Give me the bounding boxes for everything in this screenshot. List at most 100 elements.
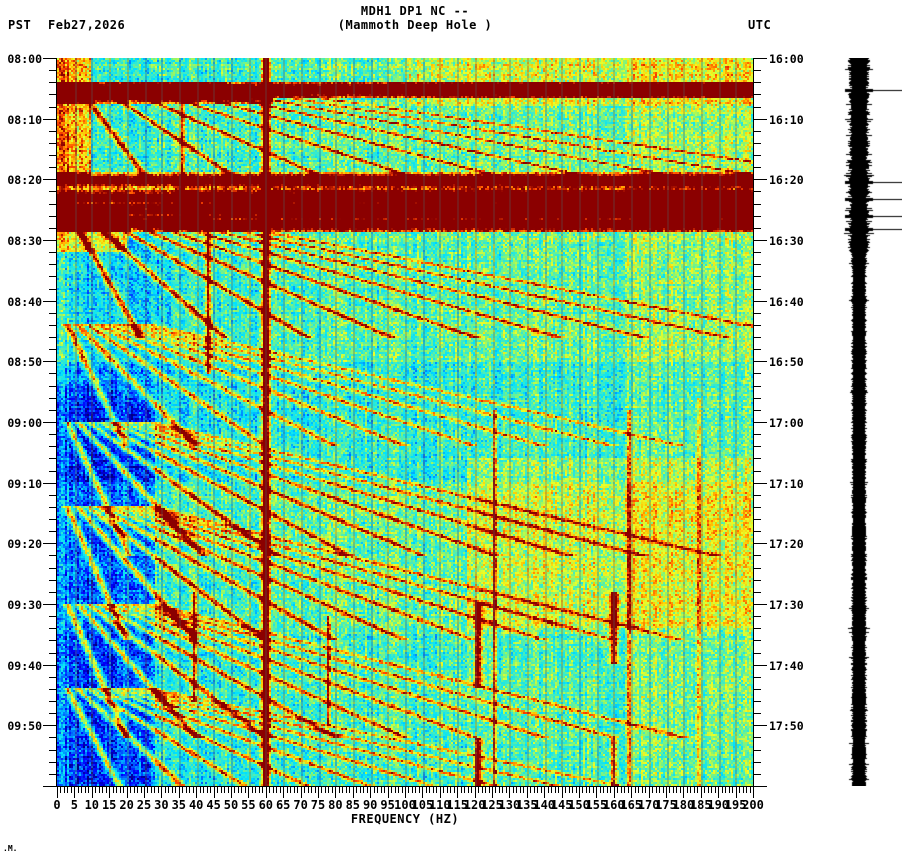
frequency-label: 165 xyxy=(620,798,643,812)
frequency-tick xyxy=(381,787,382,793)
frequency-tick xyxy=(179,787,180,798)
spectrogram-canvas xyxy=(57,58,753,786)
frequency-tick xyxy=(273,787,274,793)
frequency-tick xyxy=(499,787,500,793)
frequency-label: 195 xyxy=(724,798,747,812)
frequency-tick xyxy=(367,787,368,793)
time-tick xyxy=(754,240,767,241)
frequency-tick xyxy=(690,787,691,793)
frequency-tick xyxy=(722,787,723,793)
time-tick xyxy=(754,167,761,168)
frequency-tick xyxy=(207,787,208,793)
frequency-label: 45 xyxy=(206,798,221,812)
time-tick xyxy=(49,143,56,144)
time-tick xyxy=(754,155,761,156)
time-axis-right-line xyxy=(753,58,754,786)
time-tick xyxy=(754,653,761,654)
frequency-tick xyxy=(200,787,201,793)
frequency-tick xyxy=(388,787,389,798)
frequency-tick xyxy=(711,787,712,793)
time-tick xyxy=(43,58,56,59)
time-tick xyxy=(43,543,56,544)
frequency-tick xyxy=(586,787,587,793)
frequency-tick xyxy=(231,787,232,798)
time-tick xyxy=(49,167,56,168)
frequency-axis-line xyxy=(56,786,754,787)
frequency-tick xyxy=(589,787,590,793)
frequency-label: 200 xyxy=(742,798,764,812)
time-tick xyxy=(49,580,56,581)
frequency-label: 50 xyxy=(223,798,239,812)
time-tick xyxy=(43,361,56,362)
frequency-tick xyxy=(81,787,82,793)
frequency-tick xyxy=(513,787,514,793)
frequency-label: 60 xyxy=(258,798,274,812)
frequency-tick xyxy=(736,787,737,798)
frequency-tick xyxy=(600,787,601,793)
frequency-tick xyxy=(134,787,135,793)
time-tick xyxy=(49,228,56,229)
frequency-tick xyxy=(537,787,538,793)
time-tick xyxy=(43,665,56,666)
frequency-tick xyxy=(492,787,493,798)
frequency-tick xyxy=(328,787,329,793)
frequency-tick xyxy=(471,787,472,793)
frequency-tick xyxy=(715,787,716,793)
frequency-tick xyxy=(161,787,162,798)
frequency-tick xyxy=(297,787,298,793)
time-tick xyxy=(754,70,761,71)
frequency-tick xyxy=(88,787,89,793)
frequency-tick xyxy=(680,787,681,793)
frequency-tick xyxy=(426,787,427,793)
time-tick xyxy=(49,107,56,108)
frequency-tick xyxy=(64,787,65,793)
frequency-tick xyxy=(224,787,225,793)
frequency-tick xyxy=(370,787,371,798)
time-tick xyxy=(49,216,56,217)
frequency-tick xyxy=(454,787,455,793)
frequency-tick xyxy=(461,787,462,793)
frequency-tick xyxy=(468,787,469,793)
frequency-tick xyxy=(196,787,197,798)
frequency-tick xyxy=(666,787,667,798)
frequency-label: 40 xyxy=(188,798,204,812)
time-label-utc: 17:30 xyxy=(769,598,804,612)
frequency-tick xyxy=(548,787,549,793)
time-label-utc: 17:10 xyxy=(769,477,804,491)
time-tick xyxy=(49,349,56,350)
frequency-tick xyxy=(203,787,204,793)
frequency-tick xyxy=(374,787,375,793)
frequency-label: 55 xyxy=(241,798,256,812)
frequency-tick xyxy=(332,787,333,793)
frequency-tick xyxy=(482,787,483,793)
time-tick xyxy=(49,701,56,702)
time-tick xyxy=(754,774,761,775)
frequency-tick xyxy=(339,787,340,793)
time-tick xyxy=(49,204,56,205)
time-tick xyxy=(754,750,761,751)
frequency-tick xyxy=(447,787,448,793)
frequency-tick xyxy=(144,787,145,798)
frequency-tick xyxy=(405,787,406,798)
time-tick xyxy=(754,386,761,387)
time-tick xyxy=(754,204,761,205)
frequency-tick xyxy=(214,787,215,798)
frequency-label: 135 xyxy=(515,798,538,812)
time-tick xyxy=(49,373,56,374)
frequency-tick xyxy=(259,787,260,793)
frequency-tick xyxy=(628,787,629,793)
time-tick xyxy=(49,325,56,326)
time-tick xyxy=(43,422,56,423)
time-tick xyxy=(49,568,56,569)
time-tick xyxy=(754,191,761,192)
time-tick xyxy=(754,313,761,314)
frequency-tick xyxy=(60,787,61,793)
time-tick xyxy=(754,252,761,253)
frequency-tick xyxy=(436,787,437,793)
time-label-utc: 16:10 xyxy=(769,113,804,127)
time-tick xyxy=(49,398,56,399)
frequency-tick xyxy=(193,787,194,793)
frequency-label: 75 xyxy=(310,798,326,812)
frequency-tick xyxy=(621,787,622,793)
